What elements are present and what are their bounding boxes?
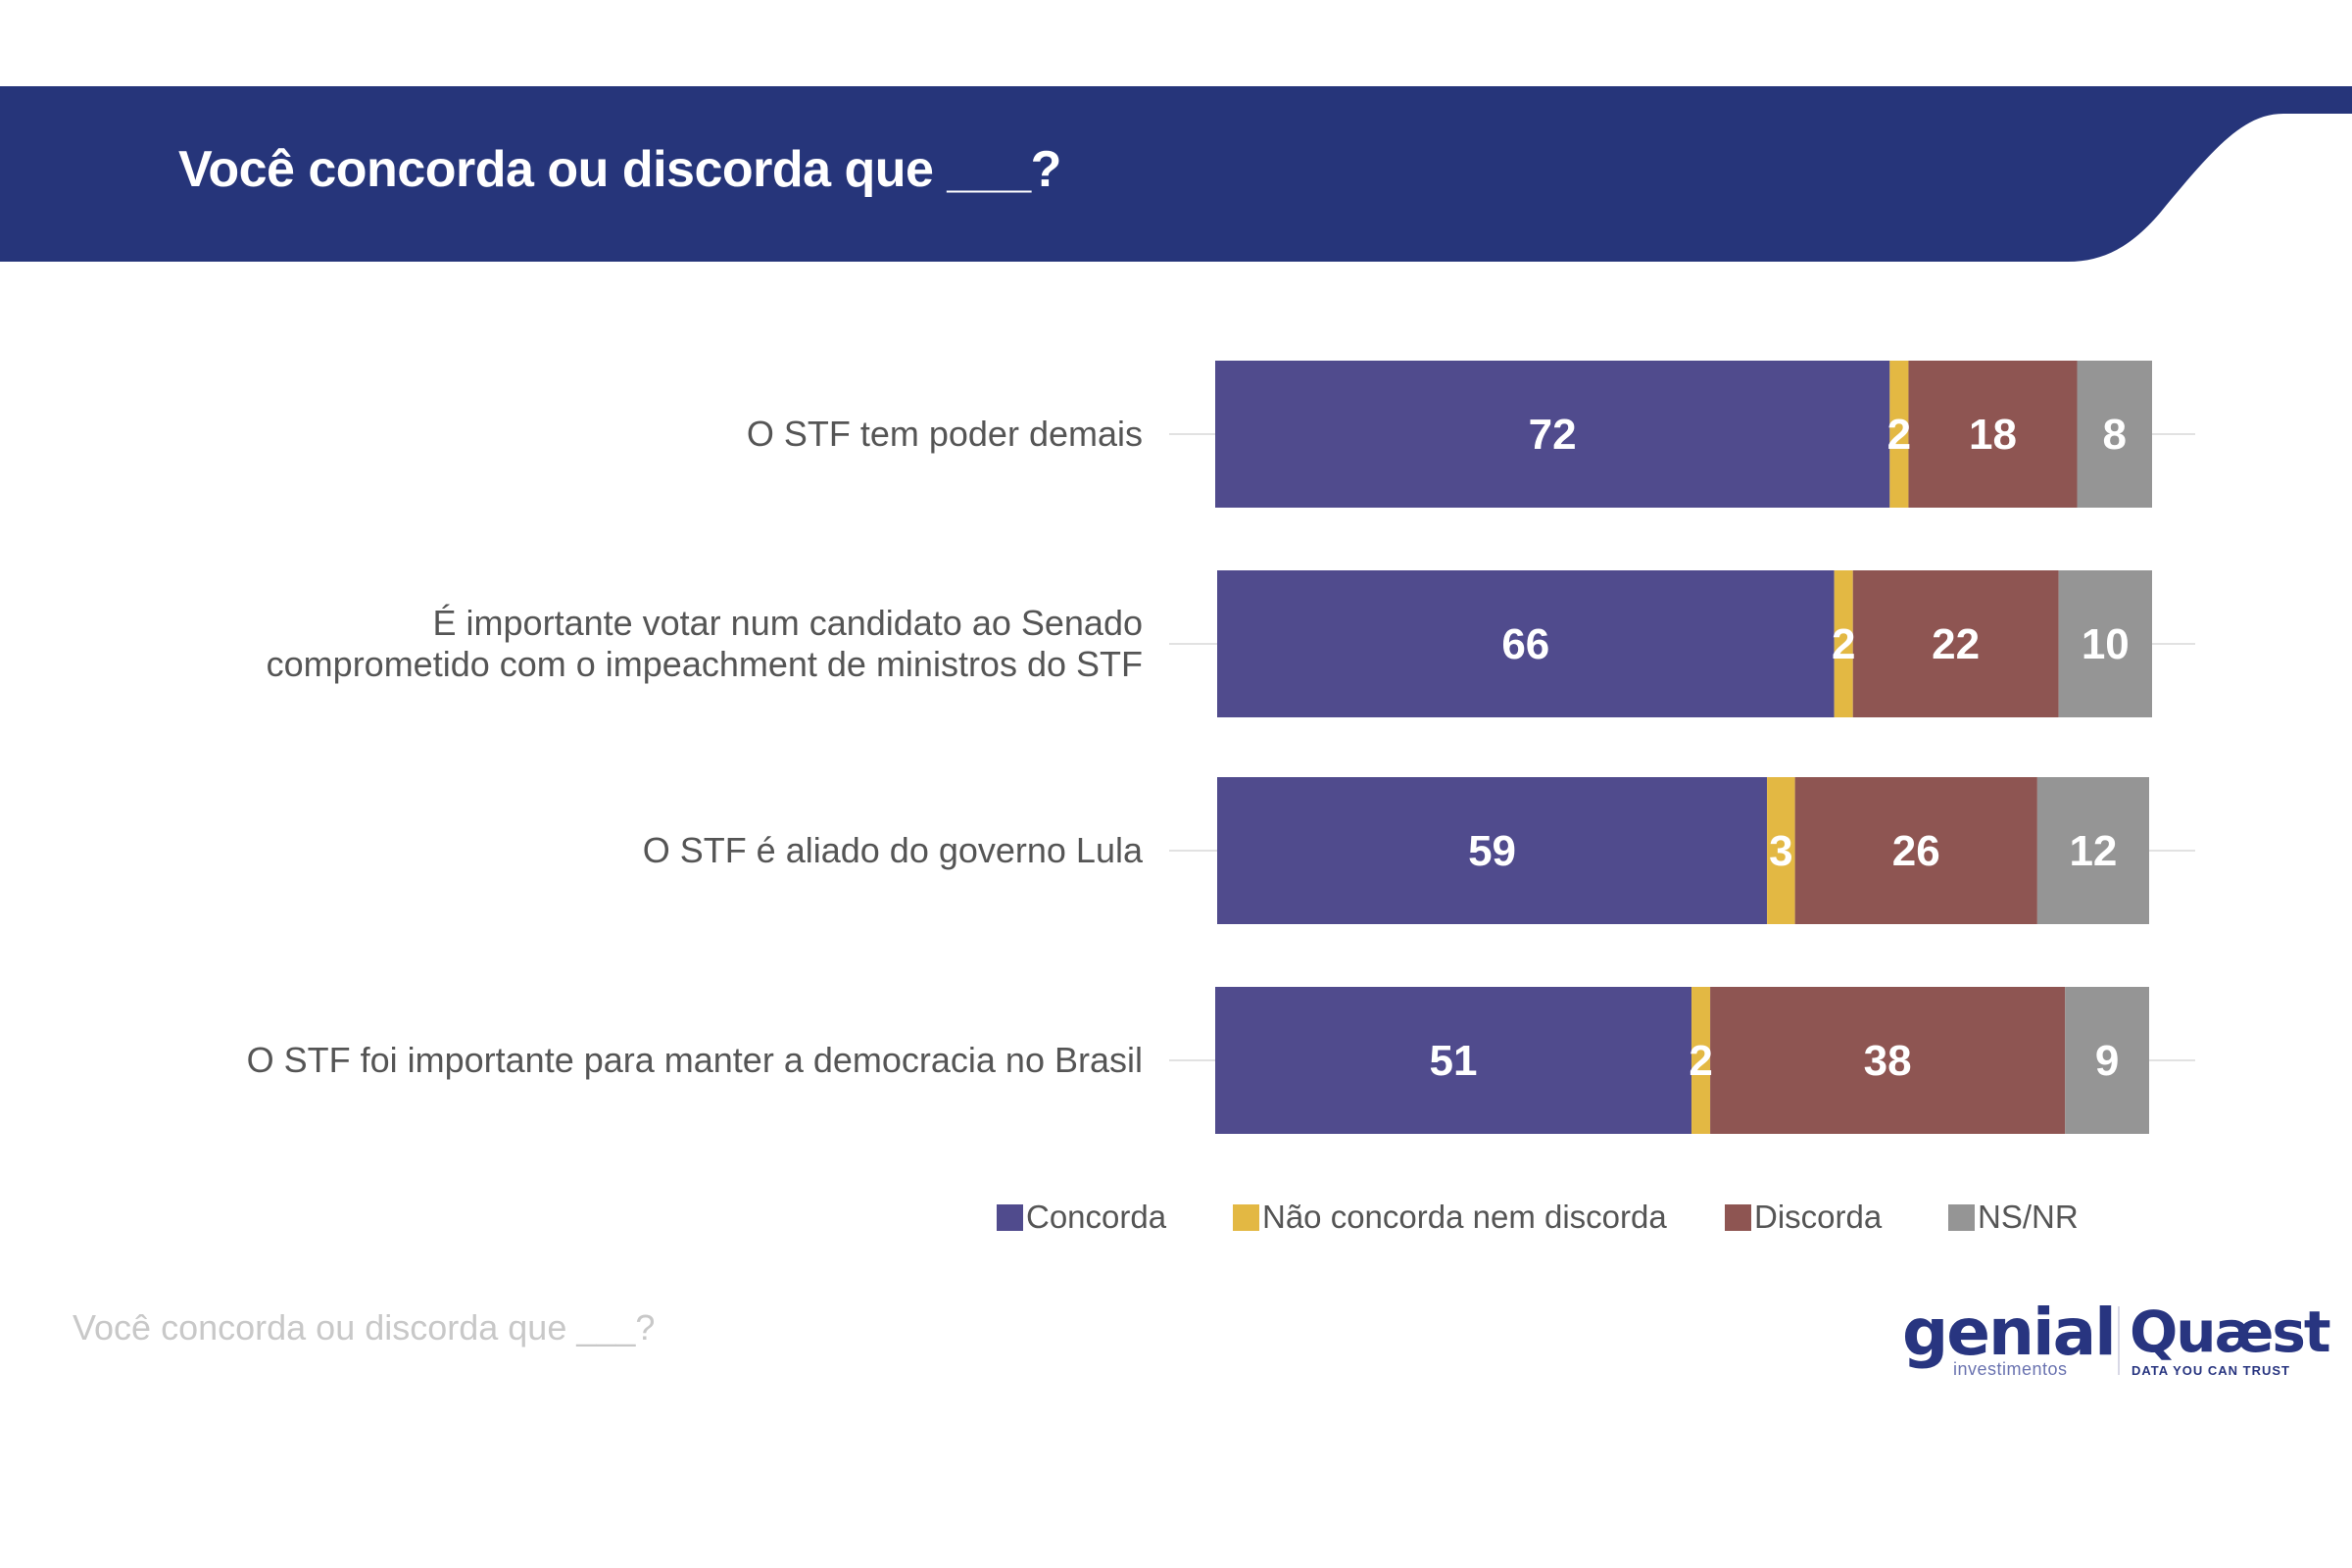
bar-segment-concorda [1217, 570, 1835, 717]
legend-label: Não concorda nem discorda [1262, 1199, 1667, 1235]
bar-segment-concorda [1215, 361, 1890, 508]
bar-segment-concorda [1217, 777, 1768, 924]
quaest-logo: Quæst DATA YOU CAN TRUST [2114, 1298, 2331, 1387]
bar-segment-discorda [1794, 777, 2037, 924]
bar-value-label: 22 [1932, 620, 1980, 668]
bar-segment-discorda [1710, 987, 2066, 1134]
bar-value-label: 38 [1864, 1037, 1912, 1085]
bar-value-label: 59 [1468, 827, 1516, 875]
category-label: É importante votar num candidato ao Sena… [267, 603, 1143, 685]
bar-segment-discorda [1852, 570, 2059, 717]
bar-value-label: 2 [1887, 411, 1911, 459]
bar-segment-ns-nr [2077, 361, 2152, 508]
legend-label: Concorda [1026, 1199, 1167, 1235]
bar-row: 66 2 22 10 [1217, 570, 2152, 717]
category-label-line: É importante votar num candidato ao Sena… [432, 603, 1143, 643]
bar-row: 51 2 38 9 [1215, 987, 2149, 1134]
genial-logo-subtitle: investimentos [1953, 1359, 2068, 1379]
header-banner: Você concorda ou discorda que ___? [0, 0, 2352, 274]
legend-item: Não concorda nem discorda [1233, 1198, 1667, 1237]
legend-swatch [1725, 1203, 1751, 1231]
legend-item: Concorda [997, 1198, 1166, 1237]
category-label: O STF é aliado do governo Lula [643, 830, 1143, 871]
footer-note: Você concorda ou discorda que ___? [73, 1307, 656, 1348]
genial-logo-word: genial [1902, 1295, 2117, 1370]
logos: genial investimentos Quæst DATA YOU CAN … [1896, 1295, 2331, 1387]
bar-value-label: 51 [1430, 1037, 1478, 1085]
category-label: O STF foi importante para manter a democ… [247, 1040, 1143, 1081]
quaest-logo-word: Quæst [2130, 1298, 2331, 1365]
logo-divider [2118, 1306, 2120, 1375]
legend-swatch [997, 1203, 1023, 1231]
bar-value-label: 10 [2082, 620, 2130, 668]
bar-segment-n-o-concorda-nem-discorda [1834, 570, 1853, 717]
bar-segment-n-o-concorda-nem-discorda [1767, 777, 1795, 924]
header-shape [0, 86, 2352, 262]
bar-value-label: 2 [1832, 620, 1855, 668]
bar-segment-discorda [1908, 361, 2078, 508]
genial-logo: genial investimentos [1902, 1295, 2117, 1387]
legend-swatch [1948, 1203, 1975, 1231]
bar-row: 59 3 26 12 [1217, 777, 2149, 924]
bar-segment-ns-nr [2058, 570, 2152, 717]
bar-value-label: 8 [2103, 411, 2127, 459]
bar-value-label: 9 [2095, 1037, 2119, 1085]
quaest-logo-subtitle: DATA YOU CAN TRUST [2132, 1363, 2290, 1378]
page-title: Você concorda ou discorda que ___? [178, 141, 1061, 198]
bar-value-label: 2 [1689, 1037, 1712, 1085]
bar-value-label: 66 [1501, 620, 1549, 668]
category-label-line: O STF é aliado do governo Lula [642, 830, 1143, 870]
bar-segment-n-o-concorda-nem-discorda [1889, 361, 1909, 508]
legend-label: Discorda [1754, 1199, 1883, 1235]
bar-value-label: 12 [2069, 827, 2117, 875]
legend-item: Discorda [1725, 1198, 1882, 1237]
category-label: O STF tem poder demais [747, 414, 1143, 455]
legend-item: NS/NR [1948, 1198, 2079, 1237]
category-label-line: O STF tem poder demais [746, 414, 1143, 454]
bar-value-label: 3 [1769, 827, 1792, 875]
bar-value-label: 26 [1892, 827, 1940, 875]
legend-swatch [1233, 1203, 1259, 1231]
bar-segment-ns-nr [2065, 987, 2149, 1134]
category-label-line: O STF foi importante para manter a democ… [246, 1040, 1143, 1080]
bar-segment-n-o-concorda-nem-discorda [1691, 987, 1711, 1134]
legend-label: NS/NR [1978, 1199, 2079, 1235]
bar-segment-concorda [1215, 987, 1692, 1134]
bar-value-label: 18 [1969, 411, 2017, 459]
bar-row: 72 2 18 8 [1215, 361, 2152, 508]
bar-segment-ns-nr [2036, 777, 2149, 924]
bar-value-label: 72 [1529, 411, 1577, 459]
category-label-line: comprometido com o impeachment de minist… [266, 644, 1143, 684]
